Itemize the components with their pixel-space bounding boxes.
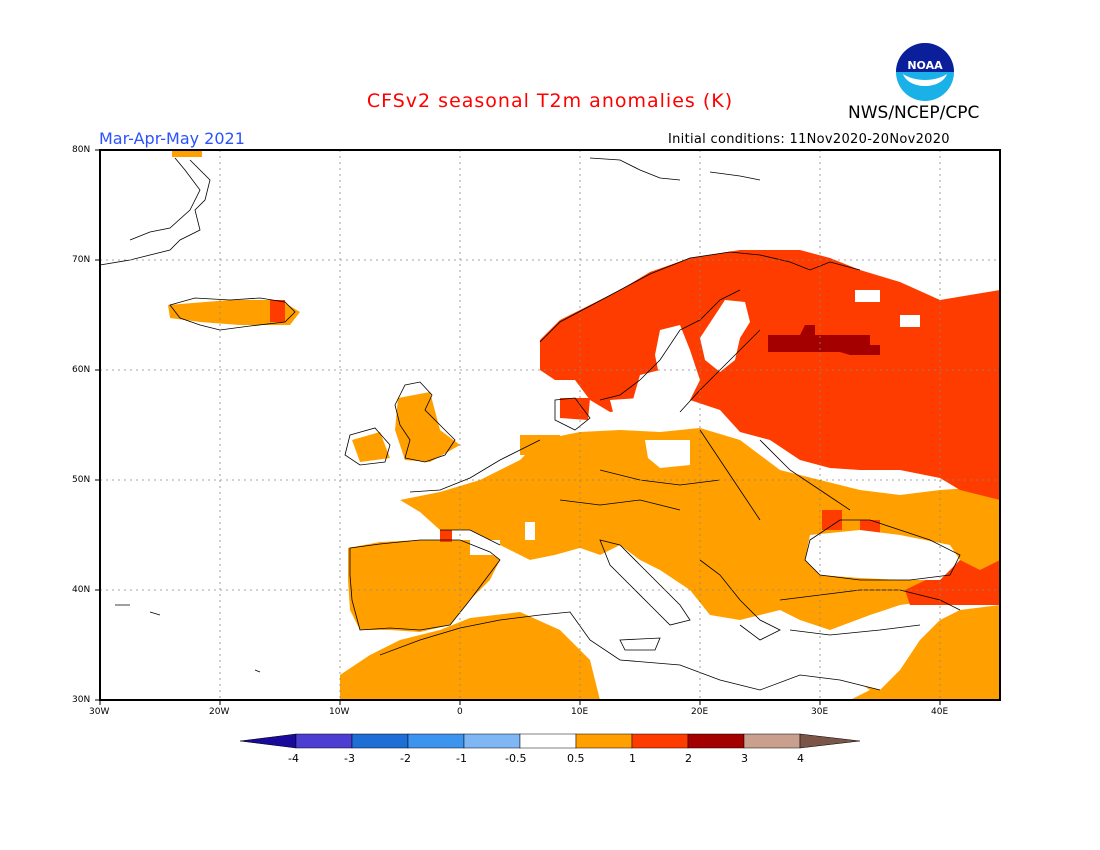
lon-label: 30W — [89, 707, 110, 717]
colorbar-label: -1 — [456, 752, 467, 765]
colorbar-swatch — [519, 733, 577, 749]
coastlines — [100, 157, 961, 691]
lon-label: 10W — [329, 707, 350, 717]
initial-conditions-label: Initial conditions: 11Nov2020-20Nov2020 — [668, 132, 950, 147]
colorbar-cap-high — [799, 733, 861, 749]
colorbar-label: -3 — [344, 752, 355, 765]
colorbar-swatch — [743, 733, 801, 749]
colorbar-swatch — [463, 733, 521, 749]
colorbar-swatch — [351, 733, 409, 749]
colorbar-swatch — [687, 733, 745, 749]
map-frame — [99, 149, 1001, 701]
colorbar-label: 3 — [741, 752, 748, 765]
colorbar-label: 0.5 — [567, 752, 585, 765]
lat-label: 30N — [72, 695, 91, 705]
lat-label: 70N — [72, 255, 91, 265]
lon-label: 20E — [691, 707, 709, 717]
lon-label: 10E — [571, 707, 589, 717]
colorbar-label: -2 — [400, 752, 411, 765]
colorbar — [239, 733, 861, 749]
lon-label: 40E — [931, 707, 949, 717]
season-label: Mar-Apr-May 2021 — [99, 129, 245, 148]
lon-label: 0 — [457, 707, 463, 717]
anomaly-region-neutral — [470, 290, 960, 700]
lat-label: 60N — [72, 365, 91, 375]
colorbar-cap-low — [239, 733, 297, 749]
colorbar-label: 2 — [685, 752, 692, 765]
anomaly-fields — [100, 150, 1000, 700]
colorbar-label: -0.5 — [505, 752, 527, 765]
lon-label: 20W — [209, 707, 230, 717]
colorbar-swatch — [295, 733, 353, 749]
lat-label: 40N — [72, 585, 91, 595]
colorbar-swatch — [631, 733, 689, 749]
anomaly-region-1-2 — [270, 250, 1000, 605]
colorbar-swatch — [575, 733, 633, 749]
colorbar-label: 1 — [629, 752, 636, 765]
map-title: CFSv2 seasonal T2m anomalies (K) — [366, 90, 734, 112]
noaa-logo-text: NOAA — [907, 59, 943, 72]
colorbar-label: -4 — [288, 752, 299, 765]
grid-lines — [100, 150, 1000, 700]
axis-ticks — [95, 149, 941, 705]
noaa-logo: NOAA — [896, 43, 954, 101]
lat-label: 50N — [72, 475, 91, 485]
colorbar-label: 4 — [797, 752, 804, 765]
agency-label: NWS/NCEP/CPC — [848, 103, 980, 123]
lat-label: 80N — [72, 145, 91, 155]
anomaly-region-2-3 — [768, 325, 880, 355]
lon-label: 30E — [811, 707, 829, 717]
colorbar-swatch — [407, 733, 465, 749]
